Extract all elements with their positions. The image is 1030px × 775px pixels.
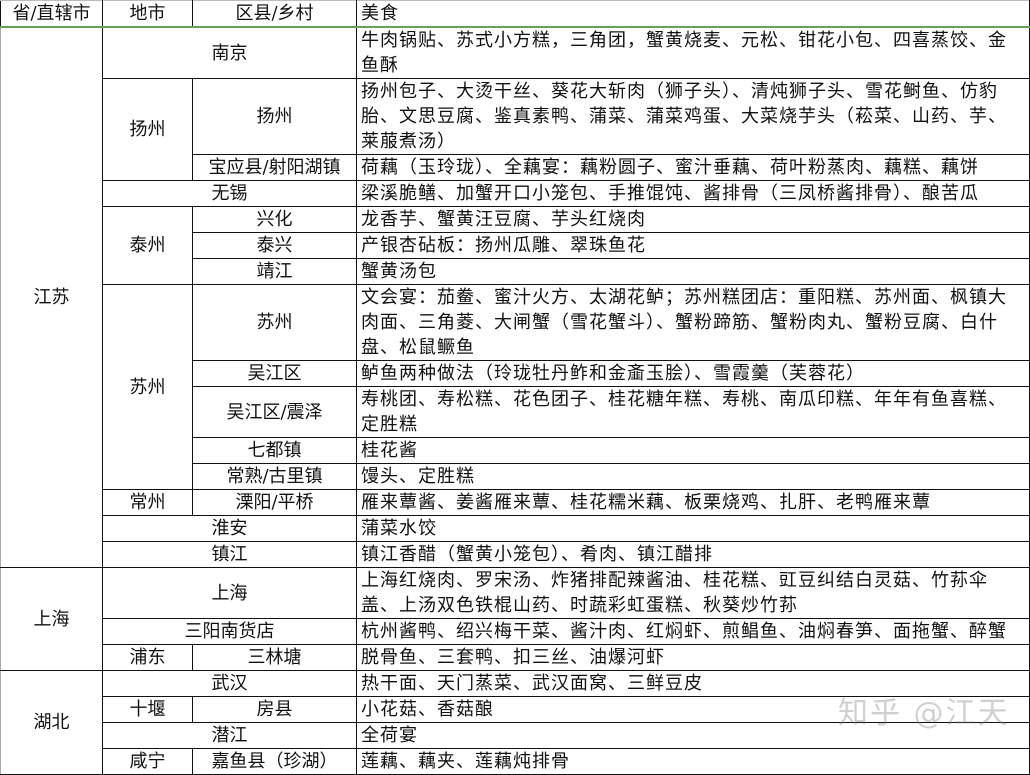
food-cell: 梁溪脆鳝、加蟹开口小笼包、手推馄饨、酱排骨（三凤桥酱排骨）、酿苦瓜 xyxy=(356,180,1030,207)
table-row: 咸宁 嘉鱼县（珍湖） 莲藕、藕夹、莲藕炖排骨 xyxy=(1,748,1030,775)
city-cell: 扬州 xyxy=(102,78,193,181)
city-cell: 上海 xyxy=(102,567,357,619)
food-cell: 蟹黄汤包 xyxy=(356,258,1030,285)
table-row: 吴江区/震泽 寿桃团、寿松糕、花色团子、桂花糖年糕、寿桃、南瓜印糕、年年有鱼喜糕… xyxy=(1,386,1030,438)
food-cell: 脱骨鱼、三套鸭、扣三丝、油爆河虾 xyxy=(356,644,1030,671)
district-cell: 苏州 xyxy=(192,284,357,361)
district-cell: 泰兴 xyxy=(192,232,357,259)
food-cell: 莲藕、藕夹、莲藕炖排骨 xyxy=(356,748,1030,775)
city-cell: 十堰 xyxy=(102,696,193,723)
food-cell: 产银杏砧板：扬州瓜雕、翠珠鱼花 xyxy=(356,232,1030,259)
district-cell: 嘉鱼县（珍湖） xyxy=(192,748,357,775)
food-cell: 桂花酱 xyxy=(356,437,1030,464)
district-cell: 溧阳/平桥 xyxy=(192,489,357,516)
table-row: 三阳南货店 杭州酱鸭、绍兴梅干菜、酱汁肉、红焖虾、煎鲳鱼、油焖春笋、面拖蟹、醉蟹 xyxy=(1,618,1030,645)
district-cell: 宝应县/射阳湖镇 xyxy=(192,154,357,181)
city-cell: 南京 xyxy=(102,26,357,79)
header-province: 省/直辖市 xyxy=(0,0,103,28)
city-cell: 常州 xyxy=(102,489,193,516)
table-row: 泰州 兴化 龙香芋、蟹黄汪豆腐、芋头红烧肉 xyxy=(1,206,1030,285)
header-city: 地市 xyxy=(102,0,193,28)
district-cell: 常熟/古里镇 xyxy=(192,463,357,490)
city-cell: 淮安 xyxy=(102,515,357,542)
city-cell: 镇江 xyxy=(102,541,357,568)
table-row: 七都镇 桂花酱 xyxy=(1,437,1030,464)
table-row: 宝应县/射阳湖镇 荷藕（玉玲珑）、全藕宴：藕粉圆子、蜜汁垂藕、荷叶粉蒸肉、藕糕、… xyxy=(1,154,1030,181)
district-cell: 扬州 xyxy=(192,78,357,155)
province-cell: 湖北 xyxy=(0,670,103,775)
table-row: 扬州 扬州 扬州包子、大烫干丝、葵花大斩肉（狮子头）、清炖狮子头、雪花鲥鱼、仿豹… xyxy=(1,78,1030,181)
food-cell: 雁来蕈酱、姜酱雁来蕈、桂花糯米藕、板栗烧鸡、扎肝、老鸭雁来蕈 xyxy=(356,489,1030,516)
food-cell: 馒头、定胜糕 xyxy=(356,463,1030,490)
food-cell: 牛肉锅贴、苏式小方糕，三角团，蟹黄烧麦、元松、钳花小包、四喜蒸饺、金鱼酥 xyxy=(356,26,1030,79)
district-cell: 吴江区/震泽 xyxy=(192,386,357,438)
table-row: 靖江 蟹黄汤包 xyxy=(1,258,1030,285)
food-cell: 镇江香醋（蟹黄小笼包）、肴肉、镇江醋排 xyxy=(356,541,1030,568)
city-cell: 咸宁 xyxy=(102,748,193,775)
food-cell: 热干面、天门蒸菜、武汉面窝、三鲜豆皮 xyxy=(356,670,1030,697)
table-row: 常州 溧阳/平桥 雁来蕈酱、姜酱雁来蕈、桂花糯米藕、板栗烧鸡、扎肝、老鸭雁来蕈 xyxy=(1,489,1030,516)
header-district: 区县/乡村 xyxy=(192,0,357,28)
table-row: 浦东 三林塘 脱骨鱼、三套鸭、扣三丝、油爆河虾 xyxy=(1,644,1030,671)
food-cell: 寿桃团、寿松糕、花色团子、桂花糖年糕、寿桃、南瓜印糕、年年有鱼喜糕、定胜糕 xyxy=(356,386,1030,438)
city-cell: 苏州 xyxy=(102,284,193,490)
table-row: 上海 上海 上海红烧肉、罗宋汤、炸猪排配辣酱油、桂花糕、豇豆纠结白灵菇、竹荪伞盖… xyxy=(0,567,1030,671)
district-cell: 靖江 xyxy=(192,258,357,285)
city-cell: 武汉 xyxy=(102,670,357,697)
food-cell: 荷藕（玉玲珑）、全藕宴：藕粉圆子、蜜汁垂藕、荷叶粉蒸肉、藕糕、藕饼 xyxy=(356,154,1030,181)
food-cell: 蒲菜水饺 xyxy=(356,515,1030,542)
district-cell: 七都镇 xyxy=(192,437,357,464)
city-cell: 泰州 xyxy=(102,206,193,285)
province-cell: 江苏 xyxy=(0,26,103,568)
table-row: 苏州 苏州 文会宴：茄鲞、蜜汁火方、太湖花鲈；苏州糕团店：重阳糕、苏州面、枫镇大… xyxy=(1,284,1030,490)
food-cell: 小花菇、香菇酿 xyxy=(356,696,1030,723)
header-row: 省/直辖市 地市 区县/乡村 美食 xyxy=(0,0,1030,28)
district-cell: 房县 xyxy=(192,696,357,723)
city-cell: 三阳南货店 xyxy=(102,618,357,645)
table-row: 潜江 全荷宴 xyxy=(1,722,1030,749)
city-cell: 无锡 xyxy=(102,180,357,207)
district-cell: 三林塘 xyxy=(192,644,357,671)
food-cell: 龙香芋、蟹黄汪豆腐、芋头红烧肉 xyxy=(356,206,1030,233)
food-cell: 扬州包子、大烫干丝、葵花大斩肉（狮子头）、清炖狮子头、雪花鲥鱼、仿豹胎、文思豆腐… xyxy=(356,78,1030,155)
table-row: 无锡 梁溪脆鳝、加蟹开口小笼包、手推馄饨、酱排骨（三凤桥酱排骨）、酿苦瓜 xyxy=(1,180,1030,207)
food-cell: 文会宴：茄鲞、蜜汁火方、太湖花鲈；苏州糕团店：重阳糕、苏州面、枫镇大肉面、三角菱… xyxy=(356,284,1030,361)
table-row: 镇江 镇江香醋（蟹黄小笼包）、肴肉、镇江醋排 xyxy=(1,541,1030,568)
table-row: 淮安 蒲菜水饺 xyxy=(1,515,1030,542)
table-row: 十堰 房县 小花菇、香菇酿 xyxy=(1,696,1030,723)
city-cell: 浦东 xyxy=(102,644,193,671)
table-row: 湖北 武汉 热干面、天门蒸菜、武汉面窝、三鲜豆皮 xyxy=(0,670,1030,775)
table-row: 吴江区 鲈鱼两种做法（玲珑牡丹鲊和金齑玉脍）、雪霞羹（芙蓉花） xyxy=(1,360,1030,387)
table-row: 江苏 南京 牛肉锅贴、苏式小方糕，三角团，蟹黄烧麦、元松、钳花小包、四喜蒸饺、金… xyxy=(0,26,1030,568)
district-cell: 吴江区 xyxy=(192,360,357,387)
table-row: 泰兴 产银杏砧板：扬州瓜雕、翠珠鱼花 xyxy=(1,232,1030,259)
food-cell: 杭州酱鸭、绍兴梅干菜、酱汁肉、红焖虾、煎鲳鱼、油焖春笋、面拖蟹、醉蟹 xyxy=(356,618,1030,645)
food-cell: 全荷宴 xyxy=(356,722,1030,749)
food-cell: 鲈鱼两种做法（玲珑牡丹鲊和金齑玉脍）、雪霞羹（芙蓉花） xyxy=(356,360,1030,387)
city-cell: 潜江 xyxy=(102,722,357,749)
header-food: 美食 xyxy=(356,0,1030,28)
district-cell: 兴化 xyxy=(192,206,357,233)
province-cell: 上海 xyxy=(0,567,103,671)
food-cell: 上海红烧肉、罗宋汤、炸猪排配辣酱油、桂花糕、豇豆纠结白灵菇、竹荪伞盖、上汤双色铁… xyxy=(356,567,1030,619)
